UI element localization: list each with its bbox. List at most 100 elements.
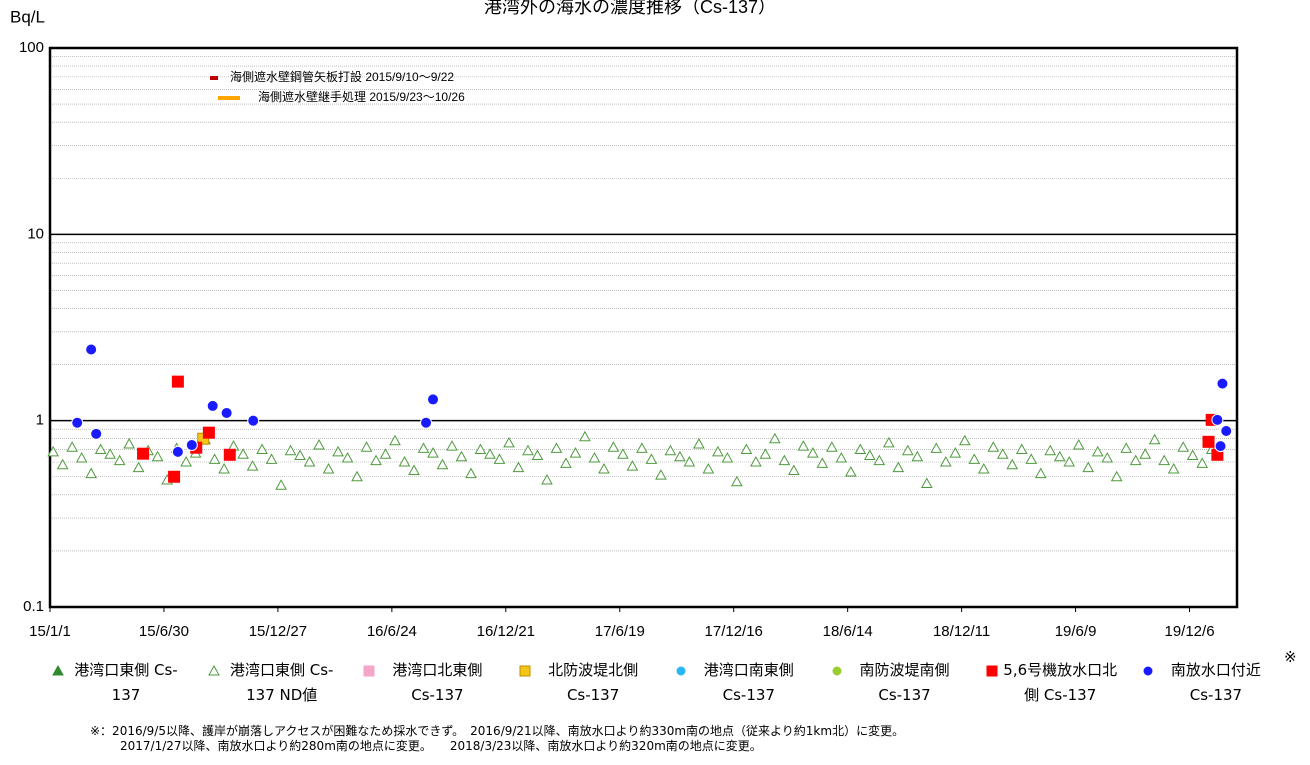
- point: [1211, 413, 1224, 426]
- legend-label: 港湾口東側 Cs-137: [74, 661, 178, 704]
- legend-label: 5,6号機放水口北側 Cs-137: [1003, 661, 1118, 704]
- legend-note-mark: ※: [1284, 648, 1297, 666]
- legend-label: 港湾口東側 Cs-137 ND値: [229, 661, 334, 704]
- y-tick-label: 0.1: [23, 598, 44, 615]
- point: [1167, 463, 1180, 474]
- point: [949, 447, 962, 458]
- y-tick-label: 100: [19, 39, 44, 56]
- point: [579, 430, 591, 442]
- point: [550, 442, 563, 453]
- point: [332, 445, 344, 457]
- point: [246, 460, 259, 471]
- point: [180, 455, 192, 467]
- point: [987, 441, 1000, 452]
- legend-label: 南防波堤南側 Cs-137: [859, 661, 950, 704]
- legend-marker: [831, 665, 843, 677]
- point: [417, 442, 430, 453]
- legend-item: 北防波堤北側 Cs-137: [519, 658, 669, 708]
- point: [185, 439, 198, 452]
- point: [1034, 467, 1047, 479]
- point: [427, 447, 439, 458]
- point: [939, 455, 952, 467]
- point: [256, 443, 268, 455]
- point: [206, 399, 219, 412]
- x-tick-label: 15/6/30: [139, 623, 189, 640]
- point: [265, 453, 278, 464]
- point: [863, 449, 876, 461]
- point: [237, 448, 249, 459]
- point: [769, 432, 781, 444]
- point: [341, 452, 354, 463]
- y-tick-label: 1: [36, 412, 44, 429]
- point: [360, 441, 373, 452]
- point: [1044, 444, 1057, 456]
- point: [322, 463, 335, 474]
- point: [137, 447, 150, 460]
- point: [930, 442, 943, 453]
- point: [1139, 448, 1152, 459]
- x-tick-label: 16/6/24: [367, 623, 417, 640]
- point: [1025, 453, 1038, 464]
- point: [85, 343, 98, 356]
- point: [294, 449, 306, 461]
- point: [844, 466, 857, 477]
- point: [208, 453, 221, 464]
- x-tick-label: 18/12/11: [933, 623, 990, 640]
- point: [825, 441, 838, 452]
- point: [123, 437, 135, 449]
- legend-item: 南防波堤南側 Cs-137: [831, 658, 981, 708]
- y-axis-label: Bq/L: [10, 7, 45, 26]
- point: [835, 452, 848, 463]
- point: [920, 477, 933, 489]
- point: [598, 463, 610, 474]
- point: [911, 450, 924, 462]
- legend-marker-shape: [986, 665, 998, 677]
- point: [996, 448, 1009, 459]
- point: [1110, 470, 1123, 482]
- point: [541, 474, 553, 485]
- legend-marker: [675, 665, 687, 677]
- point: [465, 467, 477, 479]
- point: [645, 453, 658, 464]
- legend-marker-shape: [675, 665, 687, 677]
- point: [223, 448, 236, 461]
- point: [750, 455, 762, 467]
- point: [806, 447, 819, 458]
- point: [1101, 452, 1114, 463]
- point: [1216, 377, 1229, 390]
- point: [351, 470, 363, 482]
- point: [1072, 439, 1085, 450]
- annotation: 海側遮水壁鋼管矢板打設 2015/9/10～9/22: [230, 69, 454, 84]
- legend-marker: [519, 665, 531, 677]
- point: [247, 414, 260, 427]
- point: [408, 464, 420, 476]
- x-tick-label: 15/12/27: [249, 623, 307, 640]
- point: [151, 450, 164, 462]
- point: [968, 453, 981, 464]
- point: [1091, 445, 1104, 457]
- point: [47, 445, 60, 457]
- point: [66, 441, 79, 452]
- legend-label: 港湾口南東側 Cs-137: [703, 661, 794, 704]
- point: [1015, 443, 1028, 455]
- point: [882, 436, 895, 448]
- legend-item: 南放水口付近 Cs-137: [1142, 658, 1292, 708]
- point: [90, 427, 103, 440]
- point: [85, 467, 97, 479]
- point: [1202, 435, 1215, 448]
- x-tick-label: 16/12/21: [477, 623, 535, 640]
- legend-item: 港湾口北東側 Cs-137: [363, 658, 513, 708]
- point: [778, 454, 791, 466]
- legend: 港湾口東側 Cs-137 港湾口東側 Cs-137 ND値 港湾口北東側 Cs-13…: [52, 658, 1292, 708]
- point: [873, 454, 886, 466]
- point: [168, 470, 181, 483]
- legend-marker: [207, 665, 220, 676]
- legend-marker-shape: [1142, 665, 1154, 677]
- point: [1220, 425, 1233, 438]
- legend-marker-shape: [363, 665, 375, 677]
- point: [474, 443, 487, 455]
- point: [218, 463, 230, 474]
- legend-marker: [986, 665, 998, 677]
- point: [202, 426, 215, 439]
- y-tick-label: 10: [27, 225, 44, 242]
